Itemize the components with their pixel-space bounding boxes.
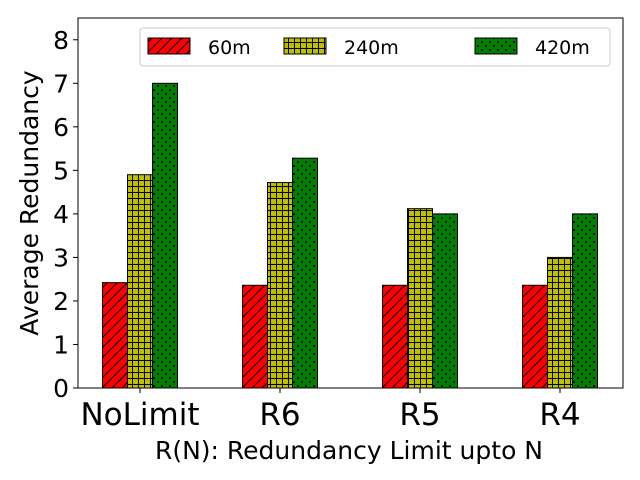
y-tick-label: 4 [53, 200, 69, 229]
y-axis: 0 1 2 3 4 5 6 7 8 [53, 26, 78, 403]
x-axis: NoLimit R6 R5 R4 [80, 388, 581, 433]
y-axis-label: Average Redundancy [15, 70, 44, 336]
bar-240m-NoLimit [127, 174, 153, 389]
legend-label-240m: 240m [344, 37, 399, 59]
bar-420m-R4 [572, 213, 598, 389]
y-tick-label: 3 [53, 243, 69, 272]
x-tick-label-NoLimit: NoLimit [80, 397, 199, 433]
legend-label-420m: 420m [535, 37, 590, 59]
bar-420m-R6 [292, 157, 318, 389]
y-tick-label: 5 [53, 156, 69, 185]
x-axis-label: R(N): Redundancy Limit upto N [155, 436, 543, 465]
y-tick-label: 0 [53, 374, 69, 403]
legend-label-60m: 60m [208, 37, 251, 59]
legend-swatch-420m [474, 37, 518, 55]
legend-swatch-60m [147, 37, 191, 55]
bar-60m-NoLimit [102, 282, 128, 389]
y-tick-label: 8 [53, 26, 69, 55]
y-tick-label: 7 [53, 69, 69, 98]
y-tick-label: 1 [53, 330, 69, 359]
bar-60m-R4 [522, 284, 548, 389]
bar-60m-R5 [382, 284, 408, 389]
bar-240m-R4 [547, 256, 573, 389]
legend: 60m 240m 420m [139, 27, 611, 67]
bar-420m-NoLimit [152, 82, 178, 389]
bar-420m-R5 [432, 213, 458, 389]
legend-swatch-240m [283, 37, 327, 55]
bar-240m-R6 [267, 182, 293, 389]
x-tick-label-R6: R6 [259, 397, 300, 433]
bar-240m-R5 [407, 208, 433, 389]
x-tick-label-R4: R4 [539, 397, 580, 433]
bar-60m-R6 [242, 284, 268, 389]
plot-frame [77, 17, 624, 389]
x-tick-label-R5: R5 [399, 397, 440, 433]
y-tick-label: 2 [53, 287, 69, 316]
bars-group [102, 82, 598, 389]
y-tick-label: 6 [53, 113, 69, 142]
